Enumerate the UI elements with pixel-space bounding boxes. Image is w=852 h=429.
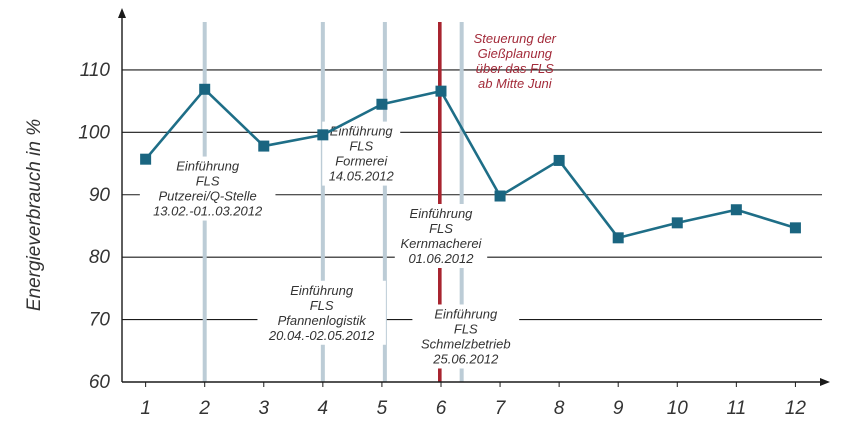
annotation-4-line-1: Einführung [290, 283, 354, 298]
data-point-12 [789, 222, 801, 234]
annotation-1-line-4: 13.02.-01..03.2012 [153, 204, 263, 219]
annotation-5-line-3: Schmelzbetrieb [421, 336, 511, 351]
data-point-11 [730, 204, 742, 216]
data-point-7 [494, 190, 506, 202]
annotation-4-line-3: Pfannenlogistik [278, 313, 368, 328]
y-tick-label-110: 110 [80, 60, 111, 81]
data-point-10 [671, 217, 683, 229]
annotation-3-line-2: FLS [429, 221, 453, 236]
x-tick-label-11: 11 [726, 398, 746, 419]
data-point-9 [612, 232, 624, 244]
x-tick-label-6: 6 [436, 398, 447, 419]
annotation-bg-5 [412, 304, 520, 369]
series-line-1 [144, 87, 796, 240]
annotation-2-line-2: FLS [349, 139, 373, 154]
annotation-6-line-3: über das FLS [476, 61, 554, 76]
annotation-2-line-1: Einführung [330, 124, 394, 139]
x-tick-label-3: 3 [258, 398, 269, 419]
annotation-6-line-1: Steuerung der [474, 31, 557, 46]
x-tick-label-1: 1 [140, 398, 151, 419]
data-series [140, 83, 801, 244]
data-point-2 [199, 83, 211, 95]
y-tick-label-90: 90 [89, 185, 111, 206]
x-tick-label-8: 8 [554, 398, 565, 419]
x-tick-label-12: 12 [785, 398, 807, 419]
y-tick-label-70: 70 [89, 310, 111, 331]
annotation-2-line-4: 14.05.2012 [329, 169, 395, 184]
data-point-3 [258, 140, 270, 152]
annotation-3-line-1: Einführung [410, 206, 474, 221]
x-tick-label-5: 5 [377, 398, 388, 419]
y-tick-label-100: 100 [78, 122, 110, 143]
data-point-6 [435, 85, 447, 97]
annotation-1-line-2: FLS [196, 174, 220, 189]
annotation-6-line-2: Gießplanung [478, 46, 553, 61]
data-point-4 [317, 129, 329, 141]
data-point-8 [553, 154, 565, 166]
annotations: EinführungFLSPutzerei/Q-Stelle13.02.-01.… [139, 31, 557, 369]
axes [118, 8, 830, 387]
x-axis-arrow [820, 378, 830, 386]
y-tick-label-80: 80 [89, 247, 111, 268]
annotation-4-line-2: FLS [310, 298, 334, 313]
annotation-3-line-3: Kernmacherei [401, 236, 483, 251]
annotation-1-line-3: Putzerei/Q-Stelle [159, 189, 257, 204]
annotation-bg-1 [139, 156, 276, 221]
annotation-bg-2 [322, 121, 401, 186]
data-point-5 [376, 98, 388, 110]
annotation-bg-4 [257, 280, 386, 345]
y-axis-label: Energieverbrauch in % [24, 119, 45, 311]
x-tick-label-2: 2 [198, 398, 210, 419]
annotation-5-line-1: Einführung [434, 306, 498, 321]
annotation-1-line-1: Einführung [176, 159, 240, 174]
x-tick-label-4: 4 [318, 398, 329, 419]
annotation-4-line-4: 20.04.-02.05.2012 [268, 328, 375, 343]
annotation-2-line-3: Formerei [335, 154, 388, 169]
y-tick-label-60: 60 [89, 372, 111, 393]
x-tick-label-7: 7 [495, 398, 507, 419]
annotation-5-line-4: 25.06.2012 [432, 351, 499, 366]
x-tick-label-9: 9 [613, 398, 624, 419]
x-tick-label-10: 10 [667, 398, 689, 419]
y-axis-arrow [118, 8, 126, 18]
annotation-6-line-4: ab Mitte Juni [478, 76, 553, 91]
data-point-1 [140, 153, 152, 165]
annotation-3-line-4: 01.06.2012 [408, 251, 474, 266]
annotation-bg-3 [394, 203, 488, 268]
annotation-5-line-2: FLS [454, 321, 478, 336]
